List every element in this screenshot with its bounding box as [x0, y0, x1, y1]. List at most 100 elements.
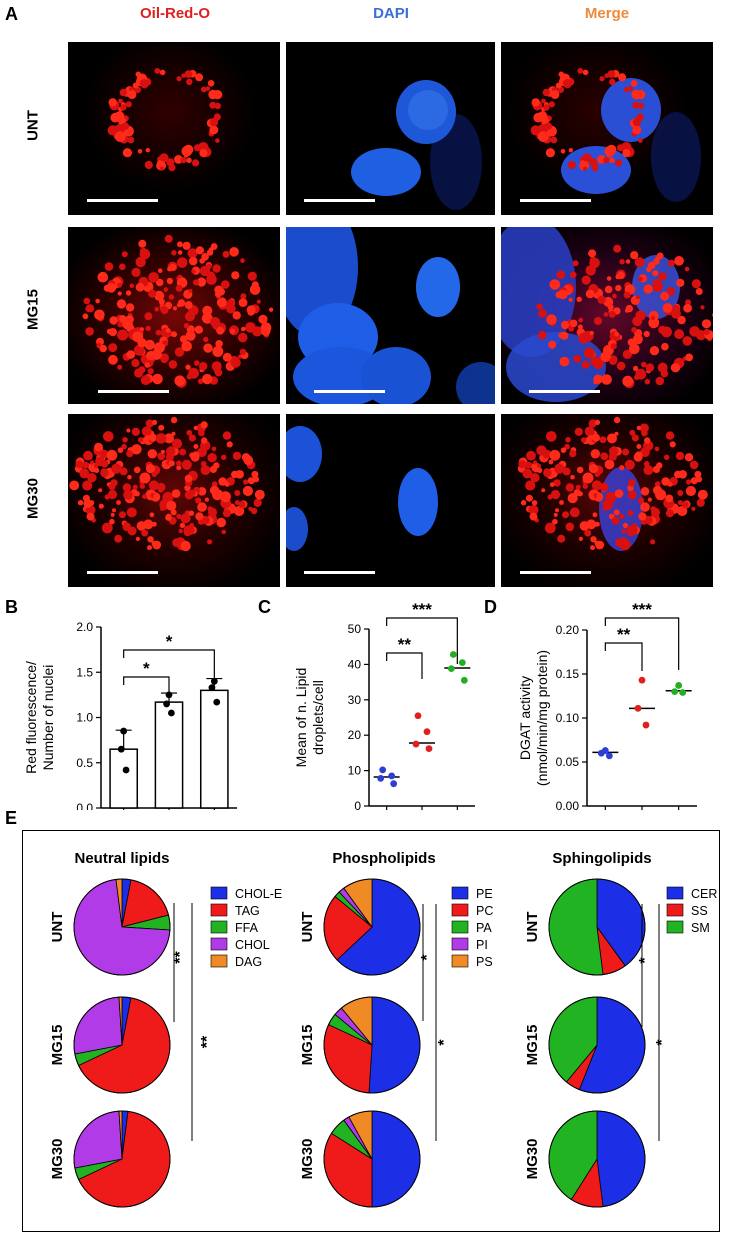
lipid-droplet	[595, 540, 605, 550]
lipid-droplet	[555, 82, 562, 89]
scale-bar	[520, 199, 591, 202]
lipid-droplet	[553, 512, 558, 517]
lipid-droplet	[607, 304, 614, 311]
lipid-droplet	[633, 118, 639, 123]
lipid-droplet	[569, 450, 577, 458]
scale-bar	[87, 199, 158, 202]
lipid-droplet	[613, 244, 622, 253]
lipid-droplet	[206, 263, 212, 270]
lipid-droplet	[602, 499, 613, 510]
data-point	[388, 772, 396, 780]
lipid-droplet	[243, 455, 254, 466]
lipid-droplet	[582, 472, 594, 484]
lipid-droplet	[533, 460, 538, 465]
micrograph-mg30-dapi	[286, 414, 495, 587]
lipid-droplet	[243, 479, 249, 485]
pie-row-label: MG15	[299, 1025, 316, 1066]
lipid-droplet	[117, 291, 122, 296]
lipid-droplet	[213, 366, 221, 374]
lipid-droplet	[665, 494, 674, 503]
legend-label: CER	[691, 887, 717, 901]
lipid-droplet	[215, 138, 220, 143]
lipid-droplet	[139, 483, 145, 489]
lipid-droplet	[600, 452, 606, 459]
row-label-mg30: MG30	[24, 478, 42, 519]
lipid-droplet	[565, 522, 575, 532]
lipid-droplet	[567, 493, 578, 504]
lipid-droplet	[625, 259, 631, 264]
lipid-droplet	[641, 429, 648, 437]
lipid-droplet	[541, 98, 546, 104]
lipid-droplet	[258, 314, 268, 324]
lipid-droplet	[195, 73, 204, 82]
lipid-droplet	[634, 451, 643, 459]
panel-label-b: B	[5, 597, 18, 617]
lipid-droplet	[185, 364, 191, 370]
lipid-droplet	[644, 437, 651, 444]
lipid-droplet	[601, 374, 612, 385]
lipid-droplet	[555, 508, 559, 513]
lipid-droplet	[90, 460, 95, 465]
lipid-droplet	[193, 279, 200, 286]
lipid-droplet	[638, 138, 643, 143]
pie-charts-panel: Neutral lipids UNT MG15 MG30 CHOL-E TAG FFA CHO…	[49, 850, 717, 1208]
lipid-droplet	[165, 328, 171, 333]
lipid-droplet	[670, 363, 681, 373]
lipid-droplet	[578, 317, 584, 323]
lipid-droplet	[570, 271, 577, 279]
lipid-droplet	[675, 451, 685, 461]
data-point	[605, 752, 613, 760]
lipid-droplet	[632, 127, 639, 134]
pie-row-label: UNT	[49, 912, 66, 943]
lipid-droplet	[186, 157, 192, 164]
lipid-droplet	[649, 346, 660, 356]
lipid-droplet	[125, 303, 135, 312]
y-tick-label: 1.0	[76, 711, 93, 725]
lipid-droplet	[609, 446, 619, 456]
lipid-droplet	[122, 319, 133, 330]
lipid-droplet	[216, 326, 225, 335]
lipid-droplet	[599, 436, 607, 444]
lipid-droplet	[644, 515, 652, 524]
column-header-dapi: DAPI	[373, 5, 409, 22]
data-point	[638, 676, 646, 684]
lipid-droplet	[697, 489, 708, 500]
lipid-droplet	[200, 86, 207, 93]
lipid-droplet	[177, 250, 183, 255]
lipid-droplet	[210, 243, 218, 250]
legend-swatch	[210, 903, 228, 917]
data-point	[597, 749, 605, 757]
legend-swatch	[210, 920, 228, 934]
lipid-droplet	[604, 459, 615, 470]
y-tick-label: 0.10	[556, 711, 580, 725]
lipid-droplet	[564, 443, 570, 450]
lipid-droplet	[685, 299, 691, 306]
lipid-droplet	[122, 483, 132, 492]
lipid-droplet	[664, 454, 670, 460]
lipid-droplet	[82, 313, 89, 320]
lipid-droplet	[145, 325, 151, 331]
data-point	[379, 766, 387, 774]
lipid-droplet	[184, 301, 193, 310]
chart-c: 0 10 20 30 40 50 Mean of n. Lipid droplets/cell…	[293, 600, 475, 810]
lipid-droplet	[546, 431, 557, 442]
lipid-droplet	[166, 277, 174, 285]
lipid-droplet	[171, 438, 183, 449]
legend-swatch	[666, 886, 684, 900]
lipid-droplet	[145, 419, 154, 428]
lipid-droplet	[562, 79, 572, 88]
scale-bar	[520, 571, 591, 574]
lipid-droplet	[589, 256, 597, 264]
lipid-droplet	[228, 477, 235, 484]
lipid-droplet	[194, 360, 200, 366]
lipid-droplet	[125, 290, 132, 296]
lipid-droplet	[116, 500, 121, 505]
lipid-droplet	[195, 497, 202, 504]
legend-label: SM	[691, 921, 710, 935]
lipid-droplet	[581, 360, 590, 369]
y-axis-label: Red fluorescence/	[23, 661, 39, 774]
lipid-droplet	[234, 500, 240, 506]
lipid-droplet	[109, 518, 115, 525]
lipid-droplet	[652, 485, 663, 495]
lipid-droplet	[580, 160, 586, 166]
